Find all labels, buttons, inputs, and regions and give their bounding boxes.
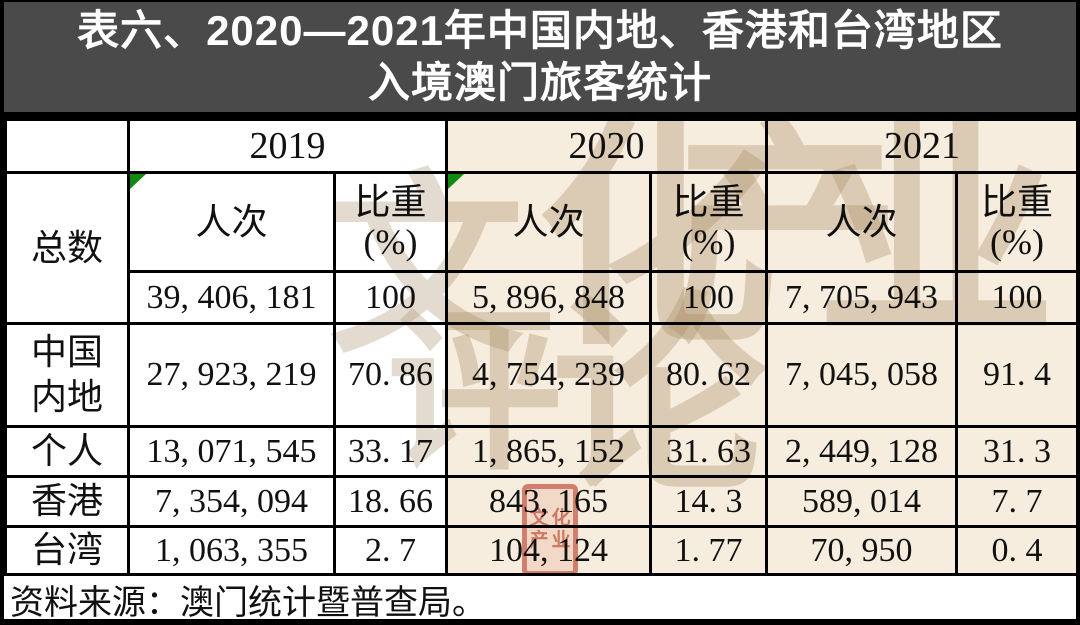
year-header-2021: 2021 xyxy=(765,118,1076,174)
row-total: 39, 406, 181 100 5, 896, 848 100 7, 705,… xyxy=(6,270,1076,325)
row-label-taiwan: 台湾 xyxy=(4,525,130,576)
year-header-2019: 2019 xyxy=(127,118,448,174)
cell-individual-2019-share: 33. 17 xyxy=(333,425,448,478)
source-note: 资料来源：澳门统计暨普查局。 xyxy=(4,576,1076,622)
subheader-label: 人次 xyxy=(512,201,585,242)
subheader-2021-visits: 人次 xyxy=(765,171,958,273)
subheader-label: (%) xyxy=(990,222,1044,262)
year-header-row: 2019 2020 2021 xyxy=(4,118,1076,174)
corner-empty-cell xyxy=(4,118,130,174)
cell-taiwan-2020-visits: 104, 124 xyxy=(445,525,652,576)
cell-hongkong-2021-share: 7. 7 xyxy=(955,475,1076,528)
subheader-2020-share: 比重 (%) xyxy=(649,171,768,273)
subheader-label: 人次 xyxy=(195,201,268,242)
cell-taiwan-2019-visits: 1, 063, 355 xyxy=(127,525,336,576)
source-note-text: 资料来源：澳门统计暨普查局。 xyxy=(10,585,486,622)
subheader-2019-share: 比重 (%) xyxy=(333,171,448,273)
subheader-label: 比重 xyxy=(672,181,745,222)
cell-hongkong-2019-share: 18. 66 xyxy=(333,475,448,528)
subheader-row: 总数 人次 比重 (%) 人次 比重 (%) 人次 比重 (%) xyxy=(4,171,1076,325)
subheader-2020-visits: 人次 xyxy=(445,171,652,273)
cell-individual-2019-visits: 13, 071, 545 xyxy=(127,425,336,478)
visitor-stats-table: 2019 2020 2021 总数 人次 比重 (%) 人次 比重 (%) xyxy=(4,118,1076,576)
year-header-2020: 2020 xyxy=(445,118,768,174)
row-label-mainland: 中国 内地 xyxy=(4,322,130,428)
row-label-line: 内地 xyxy=(30,377,103,417)
cell-mainland-2021-visits: 7, 045, 058 xyxy=(765,322,958,428)
row-label-individual: 个人 xyxy=(4,425,130,478)
title-banner: 表六、2020—2021年中国内地、香港和台湾地区 入境澳门旅客统计 xyxy=(4,2,1076,118)
cell-total-2021-share: 100 xyxy=(955,270,1076,325)
row-individual: 个人 13, 071, 545 33. 17 1, 865, 152 31. 6… xyxy=(4,425,1076,478)
subheader-label: (%) xyxy=(681,222,736,262)
cell-mainland-2019-share: 70. 86 xyxy=(333,322,448,428)
subheader-label: 比重 xyxy=(354,181,427,222)
subheader-2021-share: 比重 (%) xyxy=(955,171,1076,273)
cell-individual-2020-share: 31. 63 xyxy=(649,425,768,478)
subheader-label: 人次 xyxy=(825,201,898,242)
cell-hongkong-2019-visits: 7, 354, 094 xyxy=(127,475,336,528)
cell-taiwan-2020-share: 1. 77 xyxy=(649,525,768,576)
cell-taiwan-2019-share: 2. 7 xyxy=(333,525,448,576)
cell-total-2019-visits: 39, 406, 181 xyxy=(127,270,336,325)
row-label-total: 总数 xyxy=(4,171,130,325)
cell-mainland-2019-visits: 27, 923, 219 xyxy=(127,322,336,428)
cell-hongkong-2020-share: 14. 3 xyxy=(649,475,768,528)
cell-taiwan-2021-share: 0. 4 xyxy=(955,525,1076,576)
cell-hongkong-2021-visits: 589, 014 xyxy=(765,475,958,528)
row-label-line: 中国 xyxy=(30,332,103,372)
row-hongkong: 香港 7, 354, 094 18. 66 843, 165 14. 3 589… xyxy=(4,475,1076,528)
cell-total-2020-share: 100 xyxy=(649,270,768,325)
title-line-1: 表六、2020—2021年中国内地、香港和台湾地区 xyxy=(77,7,1003,54)
cell-total-2021-visits: 7, 705, 943 xyxy=(765,270,958,325)
cell-total-2020-visits: 5, 896, 848 xyxy=(445,270,652,325)
cell-taiwan-2021-visits: 70, 950 xyxy=(765,525,958,576)
cell-hongkong-2020-visits: 843, 165 xyxy=(445,475,652,528)
row-taiwan: 台湾 1, 063, 355 2. 7 104, 124 1. 77 70, 9… xyxy=(4,525,1076,576)
title-line-2: 入境澳门旅客统计 xyxy=(367,59,712,106)
cell-individual-2020-visits: 1, 865, 152 xyxy=(445,425,652,478)
row-mainland: 中国 内地 27, 923, 219 70. 86 4, 754, 239 80… xyxy=(4,322,1076,428)
green-corner-marker-icon xyxy=(449,175,464,189)
cell-mainland-2021-share: 91. 4 xyxy=(955,322,1076,428)
cell-mainland-2020-share: 80. 62 xyxy=(649,322,768,428)
subheader-label: (%) xyxy=(363,222,418,262)
cell-mainland-2020-visits: 4, 754, 239 xyxy=(445,322,652,428)
cell-individual-2021-visits: 2, 449, 128 xyxy=(765,425,958,478)
cell-individual-2021-share: 31. 3 xyxy=(955,425,1076,478)
green-corner-marker-icon xyxy=(131,175,146,189)
row-label-hongkong: 香港 xyxy=(4,475,130,528)
cell-total-2019-share: 100 xyxy=(333,270,448,325)
subheader-label: 比重 xyxy=(980,181,1053,222)
subheader-2019-visits: 人次 xyxy=(127,171,336,273)
